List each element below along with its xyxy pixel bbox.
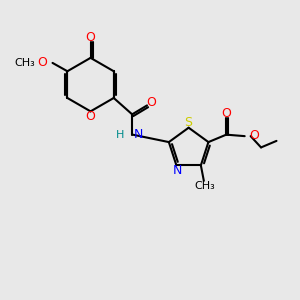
Text: CH₃: CH₃ — [194, 181, 215, 191]
Text: O: O — [249, 129, 259, 142]
Text: O: O — [85, 31, 95, 44]
Text: N: N — [134, 128, 143, 141]
Text: S: S — [184, 116, 192, 129]
Text: O: O — [221, 107, 231, 120]
Text: CH₃: CH₃ — [14, 58, 35, 68]
Text: O: O — [37, 56, 47, 69]
Text: O: O — [85, 110, 95, 123]
Text: O: O — [146, 96, 156, 109]
Text: N: N — [172, 164, 182, 177]
Text: H: H — [116, 130, 124, 140]
